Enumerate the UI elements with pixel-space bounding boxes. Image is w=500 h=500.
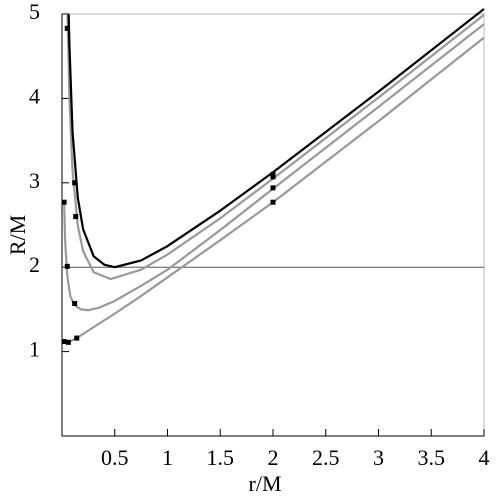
- marker: [64, 25, 70, 31]
- y-axis-label: R/M: [5, 215, 30, 255]
- x-tick-label: 3: [373, 445, 384, 470]
- y-tick-label: 2: [29, 252, 40, 277]
- x-tick-label: 1.5: [207, 445, 235, 470]
- marker: [74, 335, 80, 341]
- x-tick-label: 2.5: [312, 445, 340, 470]
- y-tick-label: 3: [29, 168, 40, 193]
- y-tick-label: 5: [29, 0, 40, 24]
- x-tick-label: 1: [162, 445, 173, 470]
- y-tick-label: 4: [29, 83, 40, 108]
- x-axis-label: r/M: [249, 471, 282, 496]
- x-tick-label: 3.5: [418, 445, 446, 470]
- x-tick-label: 2: [268, 445, 279, 470]
- plot-frame: [61, 13, 485, 437]
- marker: [73, 214, 79, 220]
- marker: [270, 199, 276, 205]
- curve: [63, 36, 485, 344]
- marker: [270, 171, 276, 177]
- marker: [72, 180, 78, 186]
- marker: [61, 199, 67, 205]
- curve: [66, 13, 485, 281]
- marker: [270, 185, 276, 191]
- y-tick-label: 1: [29, 337, 40, 362]
- marker: [65, 339, 71, 345]
- marker: [270, 174, 276, 180]
- curve: [67, 8, 485, 269]
- curve: [63, 23, 485, 312]
- x-tick-label: 4: [479, 445, 490, 470]
- marker: [61, 338, 67, 344]
- marker: [72, 300, 78, 306]
- x-tick-label: 0.5: [101, 445, 129, 470]
- marker: [64, 263, 70, 269]
